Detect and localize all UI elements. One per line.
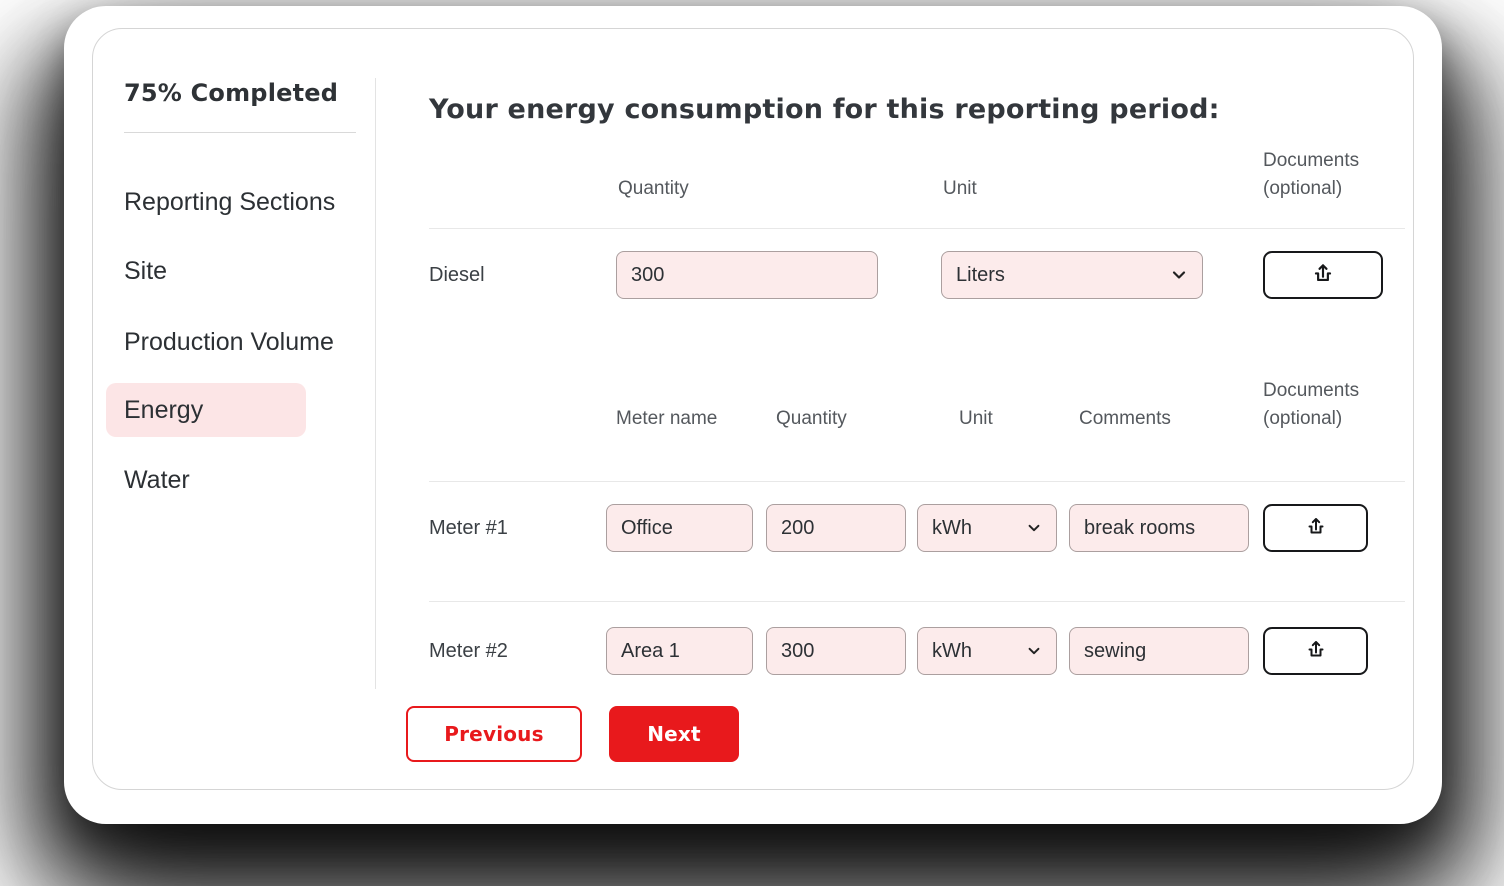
chevron-down-icon: [1026, 643, 1042, 659]
meter-row-1: Meter #1 kWh: [429, 504, 1405, 552]
diesel-upload-documents-button[interactable]: [1263, 251, 1383, 299]
meter2-name-input[interactable]: [606, 627, 753, 675]
meter-header-unit: Unit: [959, 408, 993, 429]
fuel-header-unit: Unit: [943, 178, 977, 199]
fuel-header-quantity: Quantity: [618, 178, 689, 199]
meter-row-2: Meter #2 kWh: [429, 627, 1405, 675]
form-navigation: Previous Next: [406, 706, 739, 762]
meter-header-quantity: Quantity: [776, 408, 847, 429]
sidebar-item-energy[interactable]: Energy: [106, 383, 306, 437]
sidebar-nav: Reporting Sections Site Production Volum…: [106, 185, 376, 497]
sidebar-item-water[interactable]: Water: [124, 466, 190, 494]
meter1-comments-input[interactable]: [1069, 504, 1249, 552]
chevron-down-icon: [1026, 520, 1042, 536]
upload-icon: [1310, 261, 1336, 290]
previous-button[interactable]: Previous: [406, 706, 582, 762]
upload-icon: [1304, 638, 1328, 665]
meter1-name-input[interactable]: [606, 504, 753, 552]
meter-row-label: Meter #2: [429, 639, 508, 662]
fuel-row-diesel: Diesel Liters: [429, 251, 1405, 299]
meter1-quantity-input[interactable]: [766, 504, 906, 552]
divider: [429, 481, 1405, 482]
fuel-table-header: Quantity Unit Documents (optional): [429, 147, 1405, 203]
meter-header-comments: Comments: [1079, 408, 1171, 429]
sidebar-item-site[interactable]: Site: [124, 257, 168, 285]
divider: [429, 228, 1405, 229]
sidebar: 75% Completed Reporting Sections Site Pr…: [93, 29, 376, 789]
progress-label: 75% Completed: [124, 79, 339, 107]
chevron-down-icon: [1170, 266, 1188, 284]
sidebar-item-production-volume[interactable]: Production Volume: [124, 328, 334, 356]
vertical-divider: [375, 78, 376, 689]
meter2-upload-documents-button[interactable]: [1263, 627, 1368, 675]
sidebar-divider: [124, 132, 356, 133]
fuel-header-documents: Documents (optional): [1263, 150, 1360, 199]
meter2-quantity-input[interactable]: [766, 627, 906, 675]
fuel-row-label: Diesel: [429, 263, 485, 286]
form-panel: 75% Completed Reporting Sections Site Pr…: [92, 28, 1414, 790]
diesel-unit-select[interactable]: Liters: [941, 251, 1203, 299]
upload-icon: [1304, 515, 1328, 542]
meter-row-label: Meter #1: [429, 516, 508, 539]
meter1-upload-documents-button[interactable]: [1263, 504, 1368, 552]
meter-header-documents: Documents (optional): [1263, 380, 1360, 429]
meter2-unit-select[interactable]: kWh: [917, 627, 1057, 675]
divider: [429, 601, 1405, 602]
meter1-unit-select[interactable]: kWh: [917, 504, 1057, 552]
page-title: Your energy consumption for this reporti…: [429, 94, 1220, 125]
diesel-quantity-input[interactable]: [616, 251, 878, 299]
meter-table-header: Meter name Quantity Unit Comments Docume…: [429, 377, 1405, 433]
next-button[interactable]: Next: [609, 706, 739, 762]
floating-card: 75% Completed Reporting Sections Site Pr…: [64, 6, 1442, 824]
meter-header-name: Meter name: [616, 408, 718, 429]
sidebar-item-reporting-sections[interactable]: Reporting Sections: [124, 188, 336, 216]
main-content: Your energy consumption for this reporti…: [406, 29, 1405, 789]
meter2-comments-input[interactable]: [1069, 627, 1249, 675]
